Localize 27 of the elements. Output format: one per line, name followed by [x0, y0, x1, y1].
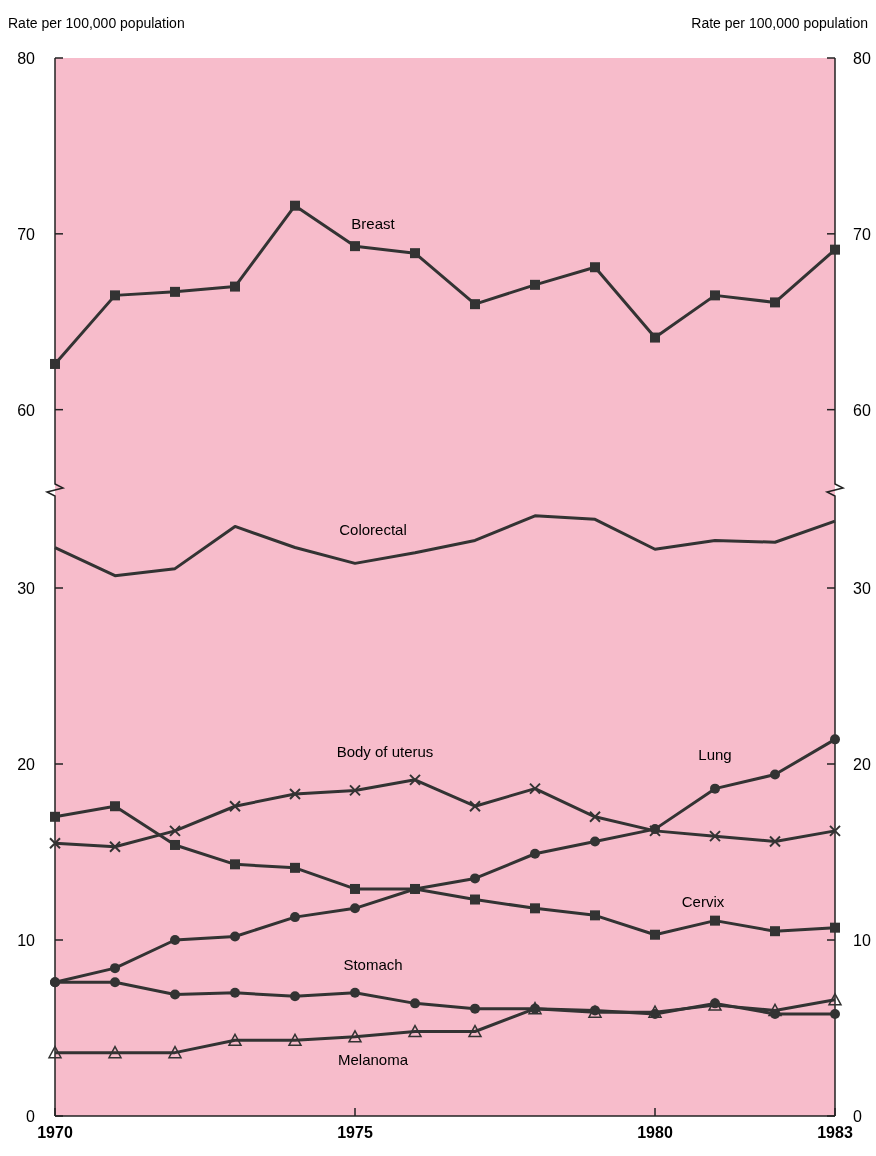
- y-axis-title: Rate per 100,000 population: [8, 15, 185, 31]
- y2-tick-label: 30: [853, 580, 871, 597]
- y2-tick-label: 0: [853, 1108, 862, 1125]
- y2-tick-label: 20: [853, 756, 871, 773]
- series-label: Breast: [351, 214, 396, 232]
- series-label: Melanoma: [337, 1050, 409, 1068]
- y-tick-label: 60: [17, 401, 36, 419]
- y2-tick-label: 70: [853, 225, 871, 243]
- y2-tick-label: 10: [853, 932, 871, 949]
- y-tick-label: 20: [17, 756, 36, 773]
- x-tick-label: 1975: [337, 1124, 373, 1141]
- y2-axis-title: Rate per 100,000 population: [691, 15, 868, 31]
- x-tick-label: 1970: [37, 1124, 73, 1141]
- y-tick-label: 80: [17, 50, 36, 67]
- y-tick-label: 0: [26, 1108, 36, 1125]
- series-label: Cervix: [681, 892, 725, 910]
- x-tick-label: 1980: [637, 1124, 673, 1141]
- series-label: Lung: [698, 746, 732, 764]
- y-tick-label: 70: [17, 225, 36, 243]
- x-tick-label: 1983: [817, 1124, 853, 1141]
- y2-tick-label: 80: [853, 50, 871, 67]
- series-label: Body of uterus: [336, 742, 434, 760]
- y2-tick-label: 60: [853, 401, 871, 419]
- y-tick-label: 10: [17, 932, 36, 949]
- series-label: Colorectal: [339, 521, 407, 539]
- y-tick-label: 30: [17, 580, 36, 597]
- series-label: Stomach: [343, 955, 403, 973]
